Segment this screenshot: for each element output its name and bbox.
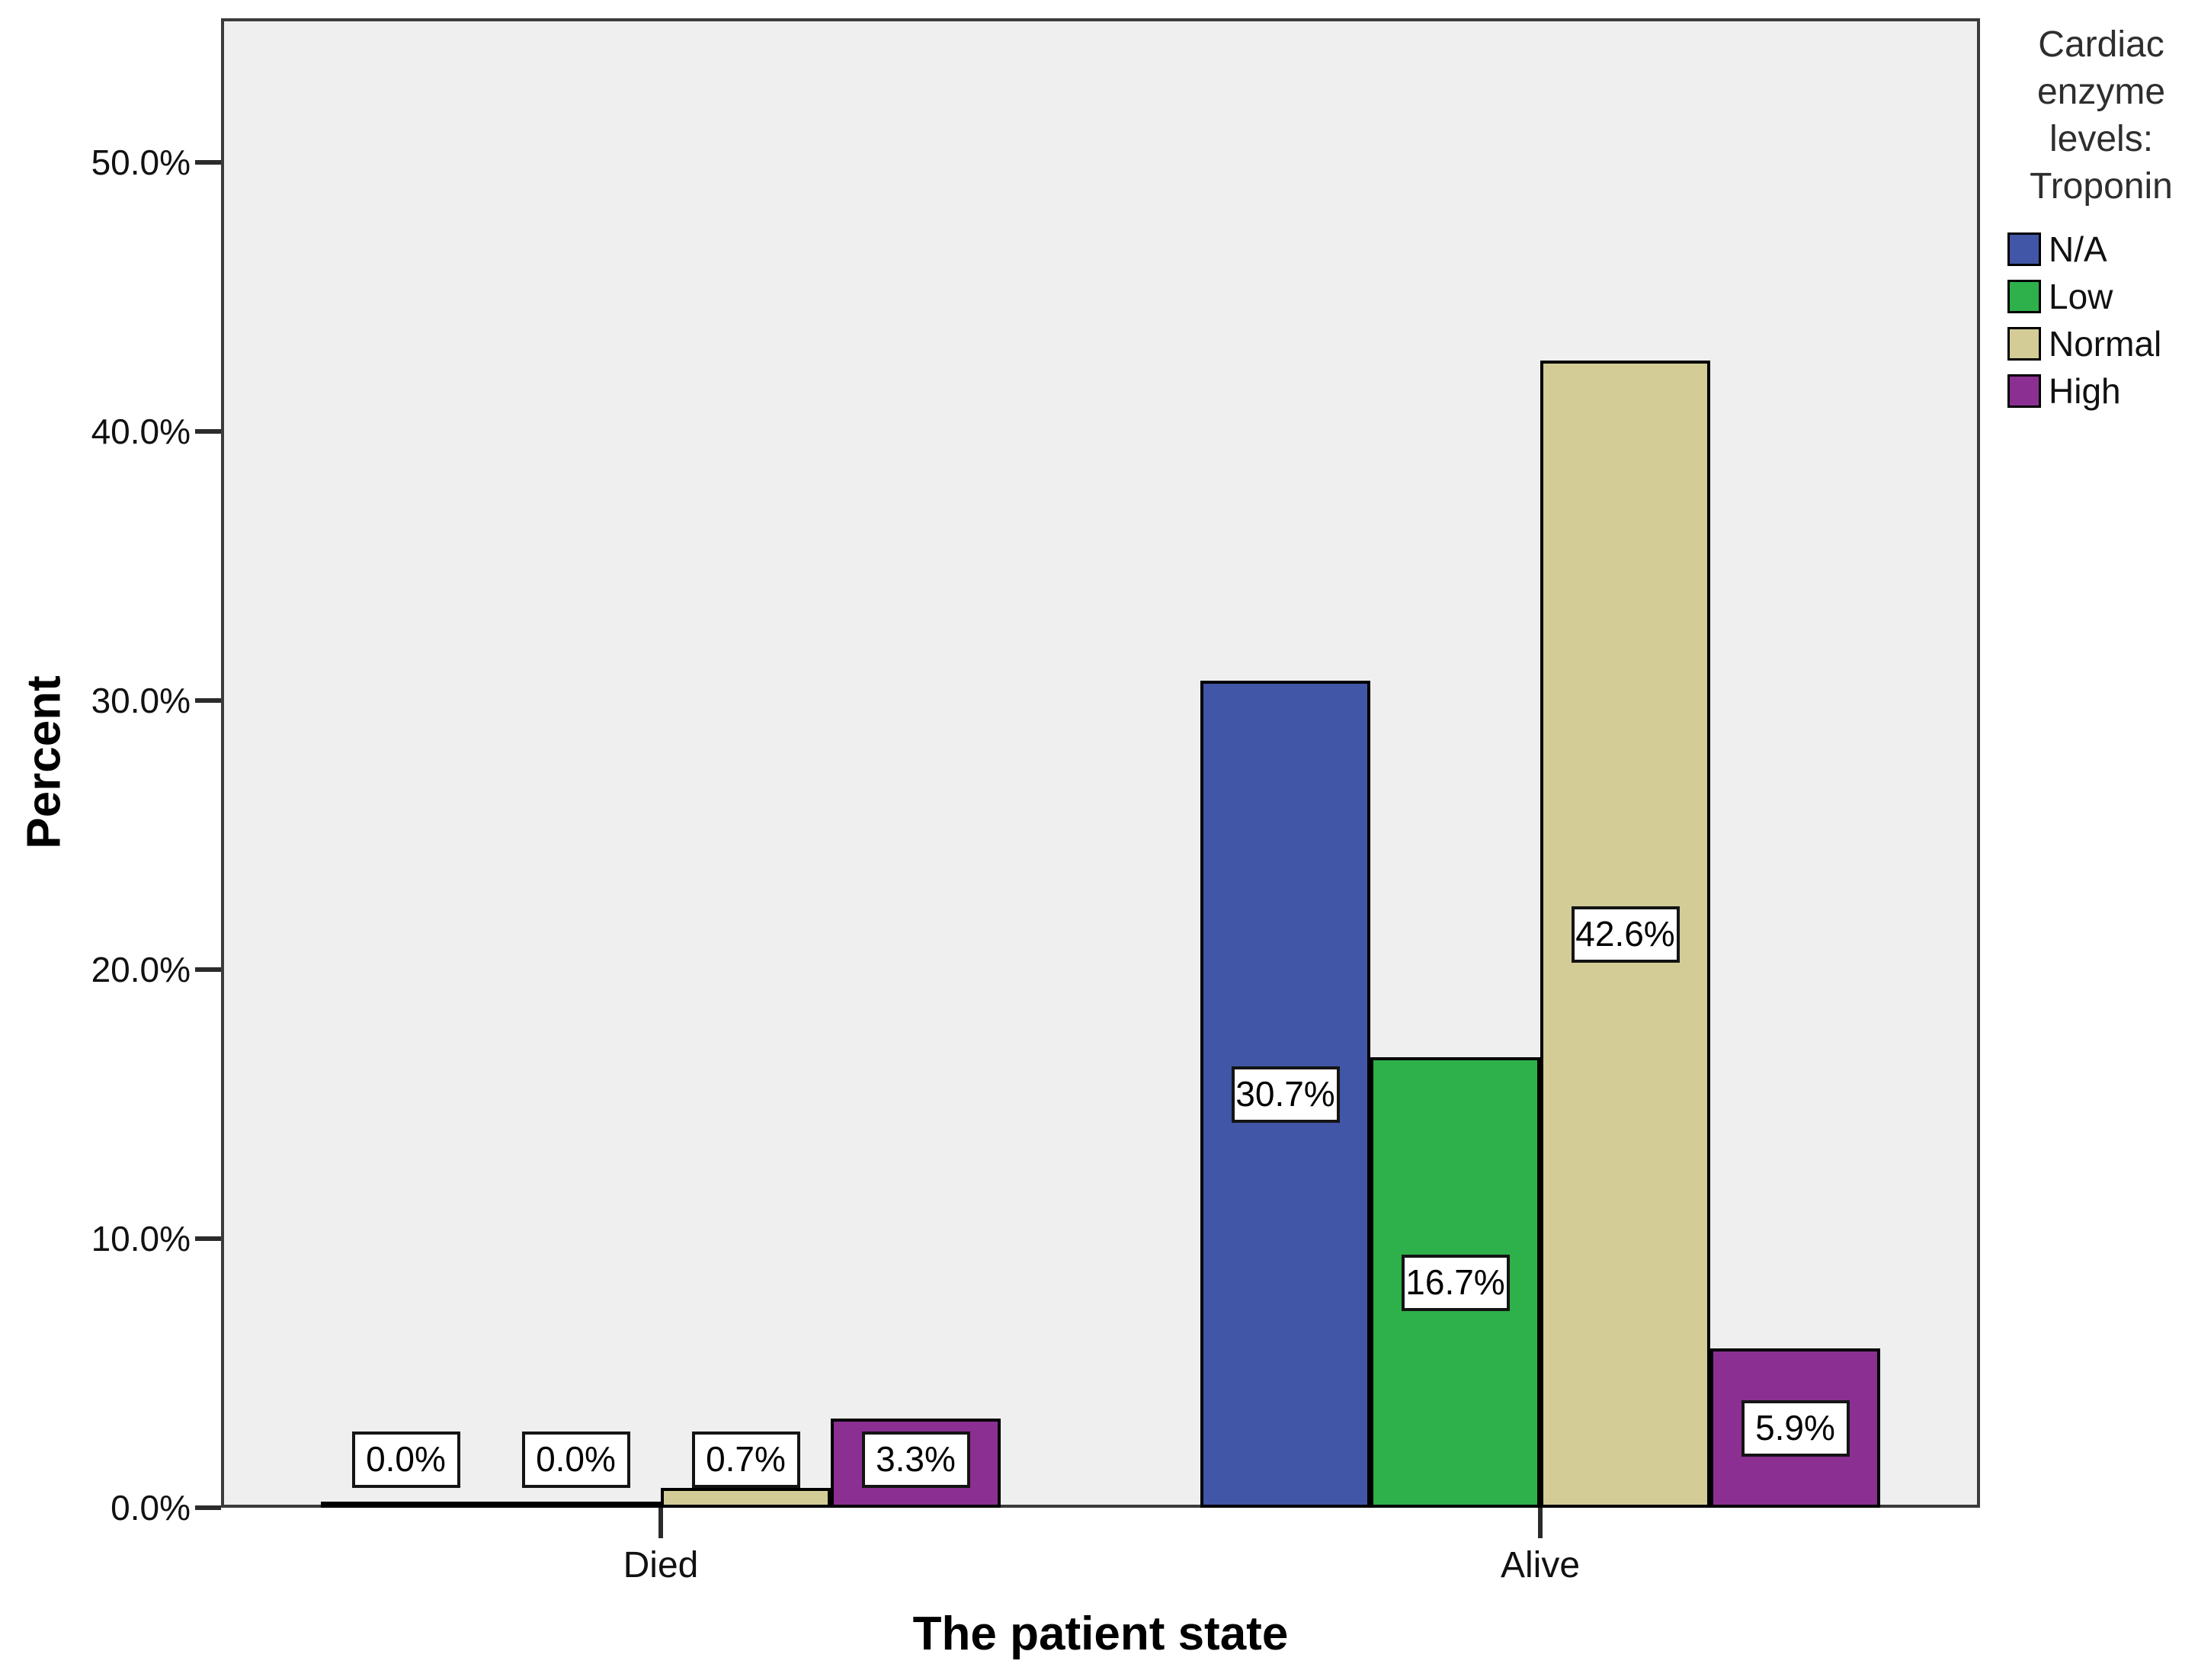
legend-item-low: Low xyxy=(2007,277,2198,316)
legend-item-normal: Normal xyxy=(2007,325,2198,363)
y-tick-mark-0-0 xyxy=(195,1505,221,1510)
y-tick-label-50-0: 50.0% xyxy=(91,143,191,182)
y-tick-label-0-0: 0.0% xyxy=(111,1488,191,1528)
bar-died-n-a xyxy=(321,1502,491,1508)
legend-label-low: Low xyxy=(2049,277,2113,316)
y-tick-label-20-0: 20.0% xyxy=(91,950,191,989)
y-tick-mark-20-0 xyxy=(195,967,221,972)
legend-label-n-a: N/A xyxy=(2049,229,2107,269)
value-label-alive-n-a: 30.7% xyxy=(1231,1066,1340,1124)
x-tick-mark-died xyxy=(658,1508,663,1538)
value-label-alive-high: 5.9% xyxy=(1741,1399,1850,1457)
legend-swatch-n-a xyxy=(2007,232,2041,266)
legend-item-high: High xyxy=(2007,372,2198,410)
plot-area xyxy=(221,18,1980,1508)
value-label-died-low: 0.0% xyxy=(521,1432,630,1488)
y-tick-mark-50-0 xyxy=(195,160,221,165)
legend-items: N/A Low Normal High xyxy=(2004,230,2198,410)
value-label-alive-low: 16.7% xyxy=(1401,1255,1510,1312)
legend-title: Cardiac enzyme levels: Troponin xyxy=(2030,24,2173,207)
value-label-died-high: 3.3% xyxy=(861,1432,970,1488)
x-axis-title: The patient state xyxy=(912,1608,1289,1660)
value-label-died-normal: 0.7% xyxy=(691,1432,800,1488)
x-category-label-alive: Alive xyxy=(1500,1545,1581,1585)
legend-label-normal: Normal xyxy=(2049,324,2162,364)
y-tick-label-10-0: 10.0% xyxy=(91,1219,191,1258)
y-tick-label-30-0: 30.0% xyxy=(91,681,191,720)
bar-died-normal xyxy=(661,1488,831,1508)
legend-swatch-high xyxy=(2007,374,2041,408)
y-tick-mark-30-0 xyxy=(195,698,221,703)
x-category-label-died: Died xyxy=(623,1545,699,1585)
legend-label-high: High xyxy=(2049,371,2121,411)
y-tick-mark-40-0 xyxy=(195,429,221,434)
value-label-died-n-a: 0.0% xyxy=(351,1432,460,1488)
legend-swatch-low xyxy=(2007,280,2041,313)
bar-died-low xyxy=(491,1502,661,1508)
legend-swatch-normal xyxy=(2007,327,2041,361)
value-label-alive-normal: 42.6% xyxy=(1571,906,1680,963)
legend-item-n-a: N/A xyxy=(2007,230,2198,268)
legend: Cardiac enzyme levels: Troponin N/A Low No… xyxy=(2004,21,2198,419)
y-tick-label-40-0: 40.0% xyxy=(91,412,191,451)
y-tick-mark-10-0 xyxy=(195,1236,221,1241)
x-tick-mark-alive xyxy=(1538,1508,1543,1538)
